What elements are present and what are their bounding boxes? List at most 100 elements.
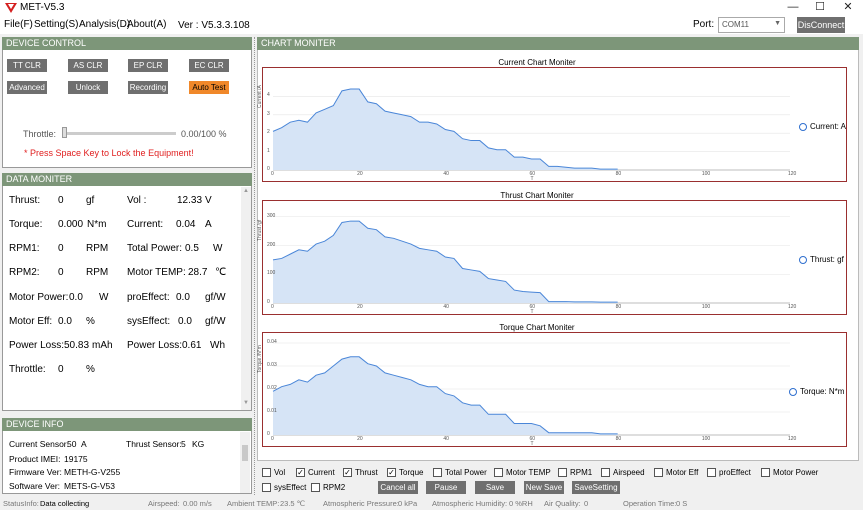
- current-ytick: 1: [267, 147, 270, 154]
- advanced-button[interactable]: Advanced: [7, 81, 47, 94]
- throttle-slider-thumb[interactable]: [62, 127, 67, 138]
- disconnect-button[interactable]: DisConnect: [797, 17, 845, 33]
- checkbox-motor-eff[interactable]: [654, 468, 663, 477]
- checkbox-torque-label: Torque: [399, 468, 424, 477]
- cancel-all-button[interactable]: Cancel all: [378, 481, 418, 494]
- airspeed-label: Airspeed:: [148, 499, 180, 508]
- checkbox-airspeed-label: Airspeed: [613, 468, 645, 477]
- tt-clr-button[interactable]: TT CLR: [7, 59, 47, 72]
- power-loss-label: Power Loss:: [9, 340, 65, 351]
- maximize-button[interactable]: ☐: [815, 1, 825, 13]
- thrust-legend-marker-icon[interactable]: [799, 256, 807, 264]
- thrust-ytick: 100: [267, 270, 276, 277]
- menu-analysis[interactable]: Analysis(D): [79, 19, 131, 30]
- auto-test-button[interactable]: Auto Test: [189, 81, 229, 94]
- menu-bar: File(F) Setting(S) Analysis(D) About(A) …: [0, 16, 863, 34]
- recording-button[interactable]: Recording: [128, 81, 168, 94]
- unlock-button[interactable]: Unlock: [68, 81, 108, 94]
- motor-eff-label: Motor Eff:: [9, 316, 53, 327]
- save-button[interactable]: Save: [475, 481, 515, 494]
- checkbox-thrust[interactable]: ✓: [343, 468, 352, 477]
- torque-xtick: 120: [788, 436, 797, 442]
- current-legend-marker-icon[interactable]: [799, 123, 807, 131]
- checkbox-total-power[interactable]: [433, 468, 442, 477]
- checkbox-vol[interactable]: [262, 468, 271, 477]
- torque-xtick: 20: [357, 436, 363, 442]
- thrust-unit: gf: [86, 195, 95, 206]
- current-xtick: 100: [701, 171, 711, 177]
- operation-time-label: Operation Time:: [623, 499, 677, 508]
- torque-chart-box: [262, 332, 847, 447]
- device-info-scroll-thumb[interactable]: [242, 445, 248, 461]
- thrust-legend-label: Thrust: gf: [810, 255, 844, 264]
- r-proeffect-value: 0.0: [176, 292, 190, 303]
- current-ytick: 4: [267, 92, 270, 99]
- current-xlabel: T: [530, 176, 534, 182]
- checkbox-rpm2[interactable]: [311, 483, 320, 492]
- air-quality-value: 0: [584, 499, 589, 508]
- checkbox-airspeed[interactable]: [601, 468, 610, 477]
- software-label: Software Ver:: [9, 481, 61, 491]
- torque-ytick: 0.02: [267, 385, 277, 391]
- scroll-down-icon[interactable]: ▼: [243, 400, 249, 406]
- menu-about[interactable]: About(A): [127, 19, 167, 30]
- thrust-xtick: 60: [529, 304, 536, 310]
- throttle-slider-track[interactable]: [64, 132, 176, 135]
- close-button[interactable]: ✕: [843, 1, 853, 13]
- ambient-temp-label: Ambient TEMP:: [227, 499, 280, 508]
- rpm2-value: 0: [58, 267, 64, 278]
- checkbox-proeffect[interactable]: [707, 468, 716, 477]
- checkbox-motor-temp[interactable]: [494, 468, 503, 477]
- thrust-sensor-unit: KG: [192, 439, 205, 449]
- software-value: METS-G-V53: [64, 481, 116, 491]
- port-label: Port:: [693, 19, 715, 30]
- motor-eff-unit: %: [86, 316, 95, 327]
- ec-clr-button[interactable]: EC CLR: [189, 59, 229, 72]
- checkbox-torque[interactable]: ✓: [387, 468, 396, 477]
- current-xtick: 20: [357, 171, 363, 177]
- torque-xtick: 80: [615, 436, 622, 442]
- torque-ytick: 0.04: [267, 339, 277, 345]
- panel-splitter[interactable]: [254, 37, 255, 495]
- current-xtick: 120: [788, 171, 797, 177]
- r-proeffect-label: proEffect:: [127, 292, 170, 303]
- as-clr-button[interactable]: AS CLR: [68, 59, 108, 72]
- new-save-button[interactable]: New Save: [524, 481, 564, 494]
- ep-clr-button[interactable]: EP CLR: [128, 59, 168, 72]
- torque-legend-marker-icon[interactable]: [789, 388, 797, 396]
- savesetting-button[interactable]: SaveSetting: [572, 481, 620, 494]
- checkbox-syseffect[interactable]: [262, 483, 271, 492]
- title-bar: MET-V5.3 — ☐ ✕: [0, 0, 863, 16]
- power-loss-value: 50.83: [64, 340, 90, 351]
- version-label: Ver : V5.3.3.108: [178, 20, 250, 31]
- menu-setting[interactable]: Setting(S): [34, 19, 79, 30]
- current-xtick: 60: [529, 171, 536, 177]
- minimize-button[interactable]: —: [787, 1, 799, 13]
- checkbox-motor-power[interactable]: [761, 468, 770, 477]
- device-info-scrollbar[interactable]: [240, 432, 250, 493]
- data-moniter-scrollbar[interactable]: ▲ ▼: [241, 187, 251, 410]
- current-xtick: 40: [443, 171, 449, 177]
- checkbox-current[interactable]: ✓: [296, 468, 305, 477]
- torque-label: Torque:: [9, 219, 43, 230]
- current-chart-title: Current Chart Moniter: [498, 58, 576, 67]
- r-power-loss-value: 0.61: [182, 340, 202, 351]
- pause-button[interactable]: Pause: [426, 481, 466, 494]
- checkbox-rpm1[interactable]: [558, 468, 567, 477]
- device-info-header: DEVICE INFO: [2, 418, 252, 431]
- firmware-label: Firmware Ver:: [9, 467, 62, 477]
- scroll-up-icon[interactable]: ▲: [243, 188, 249, 194]
- status-info-label: StatusInfo:: [3, 499, 39, 508]
- r-motor-temp-value: 28.7: [188, 267, 208, 278]
- port-select[interactable]: COM11 ▼: [718, 17, 785, 33]
- thrust-chart-box: [262, 200, 847, 315]
- checkbox-motor-power-label: Motor Power: [773, 468, 819, 477]
- port-select-value: COM11: [722, 20, 749, 29]
- chart-moniter-header: CHART MONITER: [257, 37, 859, 50]
- checkbox-motor-temp-label: Motor TEMP: [506, 468, 551, 477]
- throttle-value: 0: [58, 364, 64, 375]
- menu-file[interactable]: File(F): [4, 19, 33, 30]
- device-control-header: DEVICE CONTROL: [2, 37, 252, 50]
- thrust-xtick: 40: [443, 304, 449, 310]
- throttle-label: Throttle:: [23, 129, 57, 139]
